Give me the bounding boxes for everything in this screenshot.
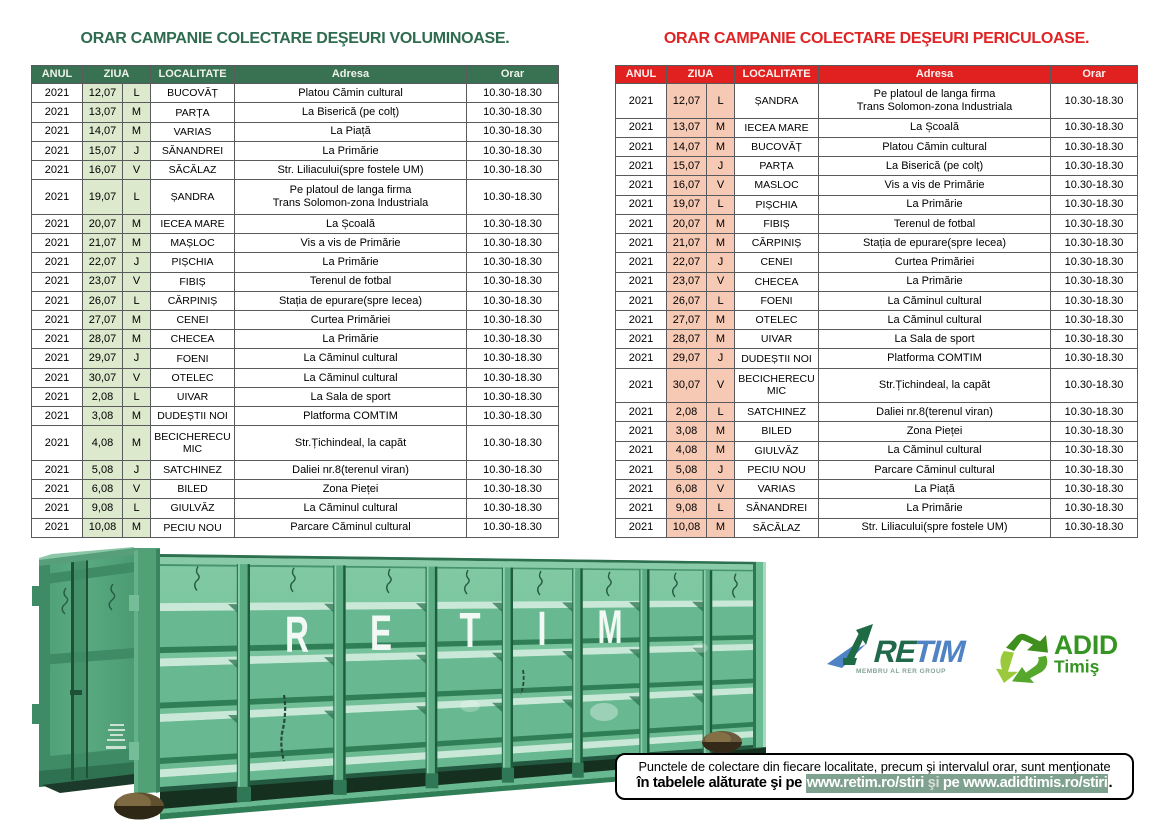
svg-text:T: T [460,604,481,658]
svg-text:R: R [285,606,309,663]
svg-text:M: M [598,600,623,653]
svg-text:E: E [370,605,392,661]
svg-text:RE: RE [870,634,920,668]
svg-text:MEMBRU AL RER GROUP: MEMBRU AL RER GROUP [856,668,946,675]
svg-text:TIM: TIM [910,634,969,668]
svg-text:I: I [538,603,547,656]
svg-text:ADID: ADID [1054,630,1118,660]
svg-text:Timiş: Timiş [1054,657,1100,677]
